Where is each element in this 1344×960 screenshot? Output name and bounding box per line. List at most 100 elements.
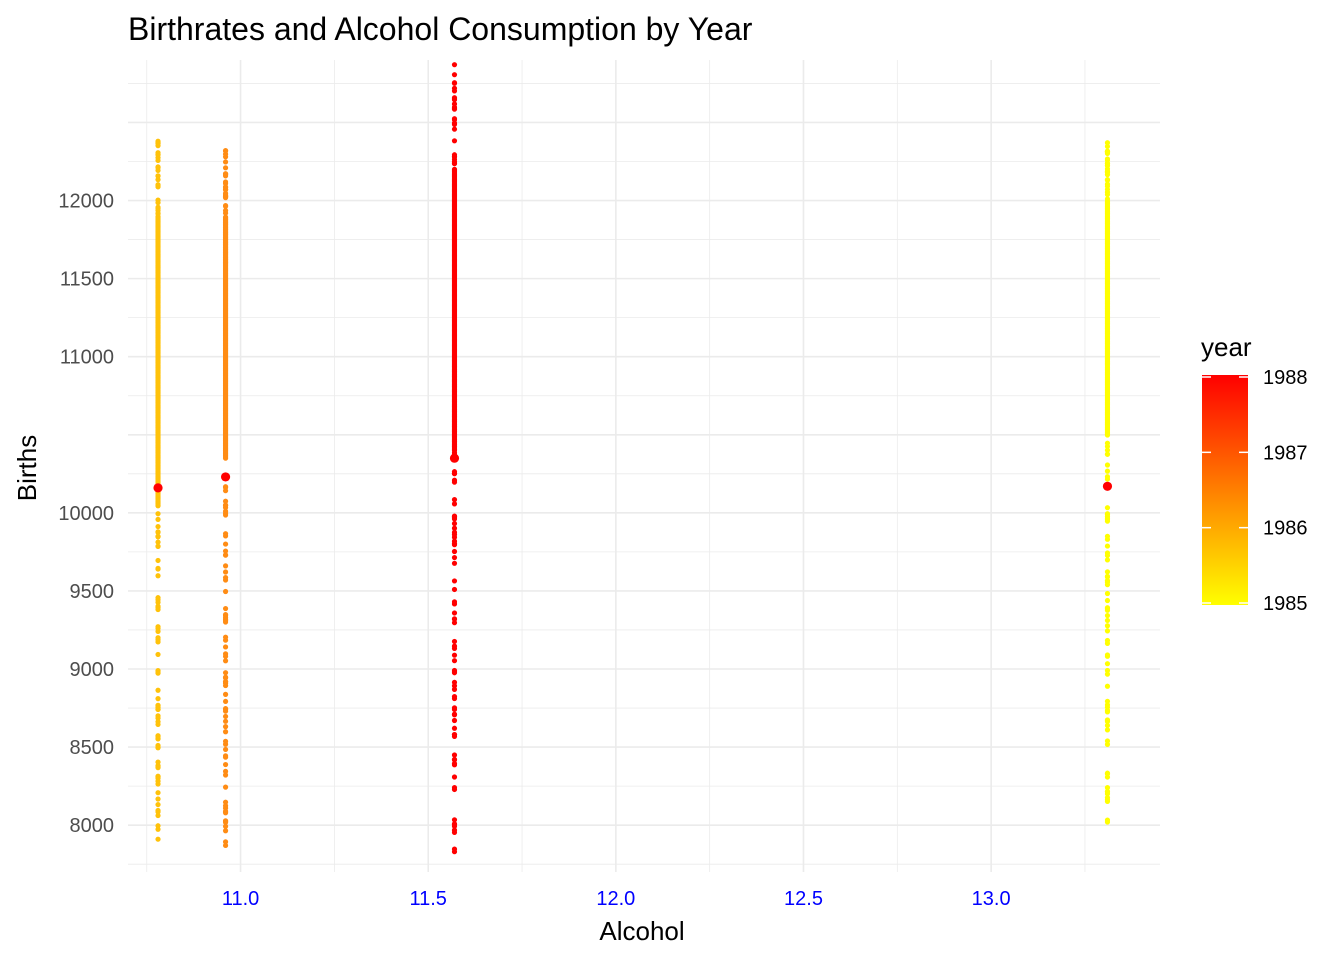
data-point — [451, 762, 458, 768]
data-point — [451, 85, 458, 91]
data-point — [222, 541, 229, 547]
data-point — [1104, 788, 1111, 795]
data-point — [155, 543, 161, 549]
data-point — [451, 786, 458, 793]
data-point — [451, 154, 458, 160]
data-point — [222, 658, 229, 664]
x-axis-title: Alcohol — [599, 916, 684, 946]
data-point — [451, 638, 458, 645]
data-point — [222, 203, 229, 209]
data-point — [222, 823, 229, 829]
tick-labels: 11.0 11.5 12.0 12.5 13.0 8000 8500 9000 9500 1000… — [58, 191, 1010, 910]
data-point — [451, 821, 458, 827]
data-point — [451, 534, 458, 540]
chart-title: Birthrates and Alcohol Consumption by Ye… — [128, 11, 753, 47]
data-point — [451, 756, 458, 763]
data-point — [155, 606, 161, 613]
data-point — [155, 812, 161, 819]
data-point — [222, 210, 229, 216]
data-point — [451, 80, 458, 86]
data-point — [451, 846, 458, 852]
legend-title: year — [1201, 332, 1252, 362]
data-point — [155, 573, 161, 579]
data-point — [155, 155, 161, 161]
data-point — [1104, 628, 1111, 634]
data-point — [222, 746, 229, 753]
data-point — [451, 554, 458, 561]
data-point — [1104, 189, 1111, 195]
data-point — [222, 729, 229, 735]
data-point — [222, 828, 229, 834]
data-point — [451, 548, 458, 555]
mean-point — [153, 483, 163, 493]
data-point — [222, 569, 229, 575]
data-point — [222, 706, 229, 712]
data-point — [451, 120, 458, 126]
data-point — [451, 126, 458, 132]
data-point — [222, 484, 229, 491]
data-point — [1104, 652, 1111, 658]
data-point — [155, 624, 161, 630]
data-point — [1104, 597, 1111, 604]
data-point — [155, 140, 161, 146]
mean-point — [220, 472, 231, 482]
x-tick-label: 11.5 — [409, 888, 446, 910]
data-point — [155, 836, 161, 842]
data-point — [451, 694, 458, 700]
data-point — [222, 588, 229, 595]
data-point — [155, 733, 161, 739]
data-point — [451, 514, 458, 520]
data-point — [1104, 533, 1111, 539]
data-point — [451, 560, 458, 566]
data-point — [451, 116, 458, 122]
data-point — [1104, 785, 1111, 791]
data-point — [451, 520, 458, 527]
data-point — [222, 670, 229, 676]
data-point — [451, 610, 458, 616]
data-point — [222, 713, 229, 720]
data-point — [155, 764, 161, 770]
data-point — [451, 601, 458, 607]
y-tick-label: 8500 — [70, 737, 115, 759]
data-point — [222, 741, 229, 747]
data-point — [1104, 474, 1111, 480]
data-point — [222, 803, 229, 809]
data-point — [222, 605, 229, 612]
data-point — [451, 645, 458, 652]
data-point — [1104, 727, 1111, 733]
data-point — [155, 167, 161, 174]
data-point — [451, 138, 458, 144]
data-point — [155, 715, 161, 721]
data-point — [451, 616, 458, 622]
data-point — [1104, 771, 1111, 777]
data-point — [222, 179, 229, 185]
data-point — [1104, 451, 1111, 457]
data-point — [155, 809, 161, 815]
data-point — [451, 470, 458, 477]
data-point — [1104, 143, 1111, 150]
data-point — [451, 658, 458, 664]
data-point — [451, 586, 458, 593]
y-tick-label: 8000 — [70, 815, 115, 837]
data-point — [1104, 447, 1111, 453]
data-point — [451, 105, 458, 112]
data-point — [1104, 683, 1111, 689]
data-point — [155, 511, 161, 517]
data-point — [451, 717, 458, 724]
data-point — [155, 173, 161, 179]
data-point — [222, 819, 229, 825]
data-point — [1104, 505, 1111, 511]
data-point — [155, 211, 161, 217]
data-point — [1104, 640, 1111, 646]
legend: year 1988 1987 1986 1985 — [1201, 332, 1308, 615]
data-point — [222, 512, 229, 518]
data-point — [222, 675, 229, 681]
data-point — [451, 160, 458, 166]
y-tick-label: 11000 — [60, 347, 114, 369]
data-point — [451, 525, 458, 531]
data-point — [1104, 590, 1111, 597]
legend-label: 1986 — [1263, 518, 1308, 540]
data-point — [155, 177, 161, 183]
data-point — [222, 653, 229, 659]
